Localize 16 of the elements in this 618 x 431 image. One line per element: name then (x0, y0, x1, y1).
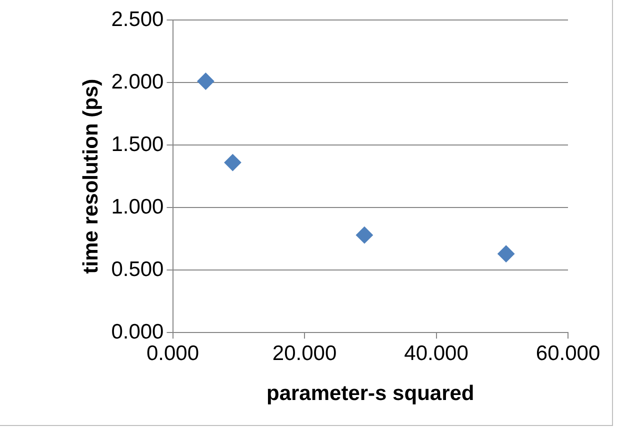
y-tick-label: 2.000 (111, 70, 164, 94)
y-axis-title: time resolution (ps) (79, 78, 102, 274)
y-tick-label: 0.500 (111, 258, 164, 281)
y-tick-label: 2.500 (111, 8, 164, 31)
y-tick-label: 1.500 (111, 132, 164, 156)
point (356, 226, 373, 244)
x-tick-label: 20.000 (272, 342, 337, 365)
y-tick-label: 0.000 (111, 320, 164, 344)
point (224, 154, 242, 172)
x-tick-label: 0.000 (146, 342, 200, 365)
x-tick-label: 40.000 (404, 342, 468, 365)
point (498, 245, 515, 262)
x-tick-label: 60.000 (536, 342, 600, 365)
y-tick-label: 1.000 (111, 195, 164, 218)
x-axis-title: parameter-s squared (266, 382, 474, 406)
point (197, 72, 214, 90)
